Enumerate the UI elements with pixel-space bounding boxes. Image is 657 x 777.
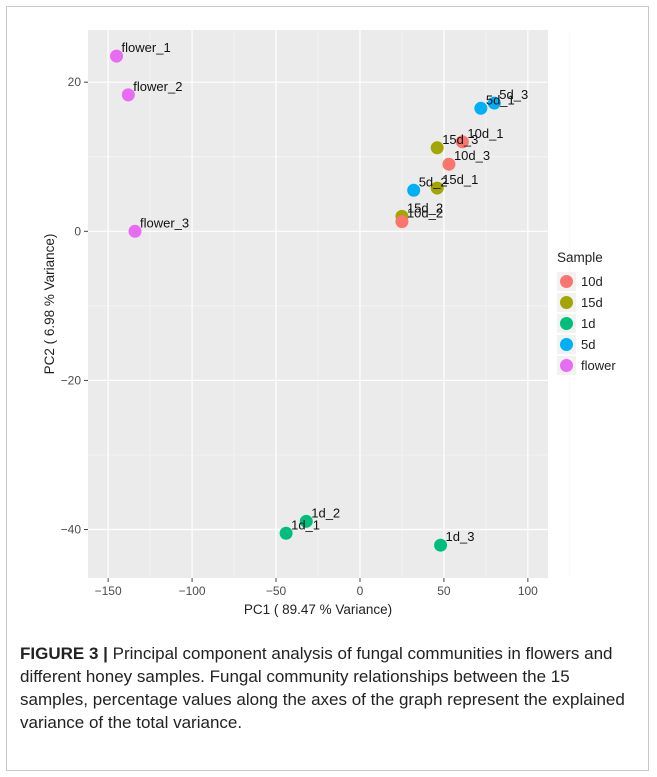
point-label-5d-1: 5d_1 — [486, 92, 515, 107]
legend-key-flower[interactable] — [560, 359, 573, 372]
legend-key-15d[interactable] — [560, 296, 573, 309]
point-label-10d-2: 10d_2 — [407, 206, 443, 221]
y-tick-label: −20 — [61, 373, 82, 387]
point-label-flower-3: flower_3 — [140, 215, 189, 230]
legend-label-flower: flower — [581, 358, 616, 373]
caption-title: FIGURE 3 | — [20, 644, 108, 663]
x-tick-label: 50 — [437, 584, 451, 598]
x-tick-label: −50 — [266, 584, 287, 598]
legend-label-10d: 10d — [581, 274, 603, 289]
legend-title: Sample — [557, 250, 603, 265]
y-tick-label: 20 — [68, 75, 82, 89]
y-tick-label: −40 — [61, 523, 82, 537]
point-label-15d-1: 15d_1 — [442, 172, 478, 187]
legend-key-10d[interactable] — [560, 275, 573, 288]
point-label-flower-1: flower_1 — [122, 40, 171, 55]
pca-scatter-chart: −150 −100 −50 0 50 100 −40 −20 0 20 PC1 ( 89.47 % … — [0, 0, 657, 640]
x-tick-label: −100 — [179, 584, 206, 598]
point-label-flower-2: flower_2 — [133, 79, 182, 94]
x-tick-label: −150 — [95, 584, 122, 598]
point-label-15d-3: 15d_3 — [442, 132, 478, 147]
point-label-10d-3: 10d_3 — [454, 148, 490, 163]
legend-label-5d: 5d — [581, 337, 595, 352]
legend-label-15d: 15d — [581, 295, 603, 310]
point-label-1d-3: 1d_3 — [446, 529, 475, 544]
x-tick-label: 0 — [357, 584, 364, 598]
x-tick-label: 100 — [518, 584, 538, 598]
legend-key-1d[interactable] — [560, 317, 573, 330]
caption-text: Principal component analysis of fungal c… — [20, 644, 625, 732]
point-label-1d-1: 1d_1 — [291, 517, 320, 532]
legend-key-5d[interactable] — [560, 338, 573, 351]
figure-caption: FIGURE 3 | Principal component analysis … — [20, 642, 635, 734]
x-axis-label: PC1 ( 89.47 % Variance) — [244, 602, 392, 617]
legend-label-1d: 1d — [581, 316, 595, 331]
y-axis-label: PC2 ( 6.98 % Variance) — [42, 234, 57, 375]
y-tick-label: 0 — [74, 224, 81, 238]
